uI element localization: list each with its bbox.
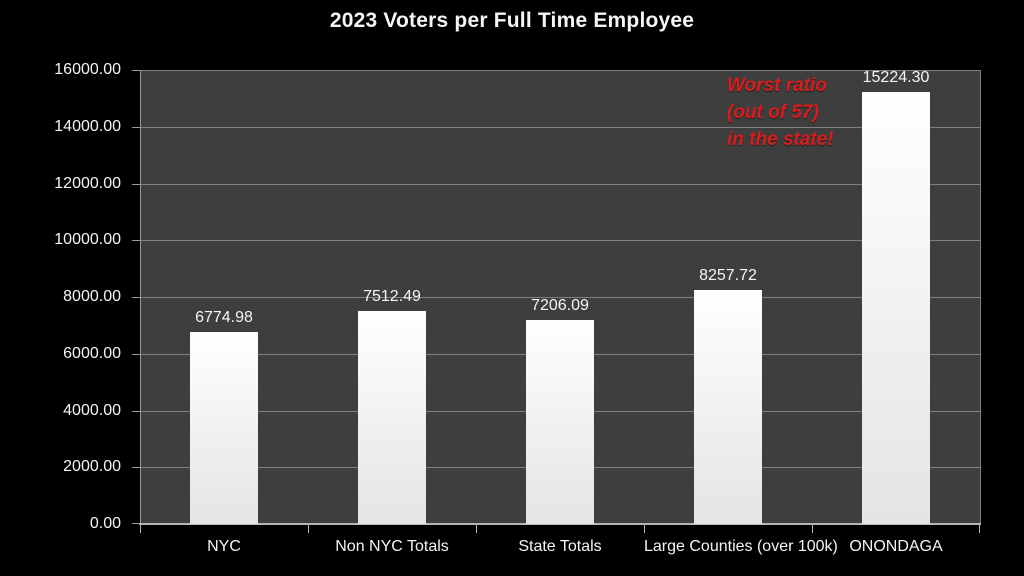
y-tick-mark: [132, 297, 140, 298]
y-tick-label: 16000.00: [54, 61, 121, 78]
category-label: ONONDAGA: [849, 538, 943, 555]
y-tick-label: 12000.00: [54, 174, 121, 192]
x-axis-labels: NYC Non NYC Totals State Totals Large Count…: [140, 538, 980, 556]
y-tick-label: 2000.00: [63, 458, 121, 476]
y-tick-mark: [132, 240, 140, 242]
bar: [190, 331, 258, 524]
bar-value-label: 8257.72: [699, 266, 757, 284]
annotation-line-1: Worst ratio: [727, 75, 827, 96]
y-tick-label: 8000.00: [63, 288, 121, 305]
y-tick-mark: [132, 523, 140, 524]
bar-value-label: 15224.30: [862, 69, 930, 87]
gridline: [140, 183, 980, 185]
bar: [358, 310, 426, 524]
annotation-line-3: in the state!: [727, 129, 834, 150]
x-axis-line: [139, 523, 981, 525]
bar-value-label: 7206.09: [531, 296, 589, 314]
x-tick-mark: [979, 525, 980, 533]
x-tick-mark: [812, 525, 813, 533]
bar-value-label: 6774.98: [195, 308, 253, 326]
y-tick-mark: [132, 183, 140, 185]
annotation-line-2: (out of 57): [727, 102, 819, 123]
y-tick-mark: [132, 410, 140, 412]
y-tick-mark: [132, 126, 140, 128]
gridline: [140, 70, 980, 71]
x-tick-mark: [140, 525, 141, 533]
category-label: Large Counties (over 100k): [644, 538, 838, 555]
chart-title: 2023 Voters per Full Time Employee: [329, 9, 695, 32]
gridline: [140, 297, 980, 298]
y-tick-label: 0.00: [89, 515, 121, 532]
y-tick-label: 6000.00: [63, 344, 121, 362]
y-tick-label: 14000.00: [54, 117, 121, 135]
bar: [526, 319, 594, 524]
y-tick-mark: [132, 353, 140, 355]
y-tick-label: 10000.00: [54, 231, 121, 249]
plot-area: 6774.98 7512.49 7206.09 8257.72 15224.30: [132, 69, 981, 533]
y-tick-mark: [132, 467, 140, 469]
x-tick-mark: [476, 525, 477, 533]
category-label: Non NYC Totals: [335, 538, 449, 555]
bar: [694, 289, 762, 524]
category-label: State Totals: [518, 538, 602, 555]
bar-value-label: 7512.49: [363, 287, 421, 305]
annotation-worst-ratio: Worst ratio (out of 57) in the state!: [727, 72, 834, 153]
category-label: NYC: [207, 538, 241, 555]
bar: [862, 92, 930, 524]
y-tick-mark: [132, 70, 140, 71]
gridline: [140, 240, 980, 242]
y-tick-label: 4000.00: [63, 401, 121, 419]
x-tick-mark: [308, 525, 309, 533]
gridline: [140, 126, 980, 128]
y-axis-labels: 0.00 2000.00 4000.00 6000.00 8000.00 10000.00…: [0, 61, 130, 532]
x-tick-mark: [644, 525, 645, 533]
